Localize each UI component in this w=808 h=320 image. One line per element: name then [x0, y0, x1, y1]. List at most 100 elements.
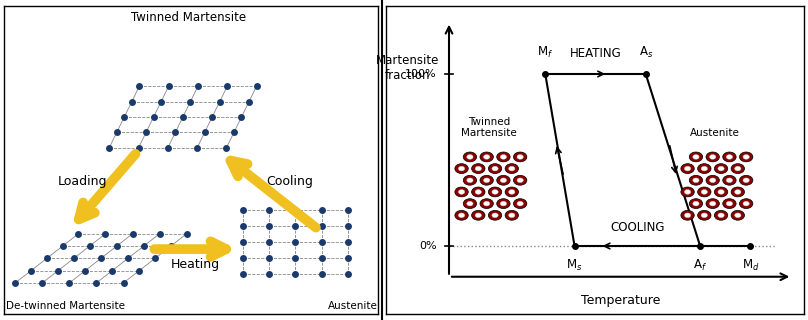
Circle shape: [689, 175, 703, 185]
Circle shape: [718, 213, 724, 218]
Circle shape: [681, 187, 694, 197]
Text: 0%: 0%: [419, 241, 436, 251]
Circle shape: [731, 210, 744, 220]
Circle shape: [697, 164, 711, 173]
Circle shape: [706, 199, 719, 209]
Circle shape: [483, 201, 490, 206]
Circle shape: [513, 152, 527, 162]
Circle shape: [739, 152, 753, 162]
Circle shape: [488, 210, 502, 220]
Circle shape: [706, 152, 719, 162]
Circle shape: [455, 164, 469, 173]
Circle shape: [743, 178, 749, 183]
Circle shape: [718, 166, 724, 171]
Circle shape: [497, 199, 510, 209]
Circle shape: [492, 190, 499, 194]
Circle shape: [513, 199, 527, 209]
Circle shape: [500, 155, 507, 159]
Circle shape: [701, 213, 708, 218]
Circle shape: [681, 164, 694, 173]
Circle shape: [480, 175, 494, 185]
Circle shape: [475, 213, 482, 218]
Circle shape: [734, 213, 741, 218]
Circle shape: [472, 210, 485, 220]
Circle shape: [722, 175, 736, 185]
Circle shape: [714, 187, 728, 197]
Circle shape: [718, 190, 724, 194]
Circle shape: [684, 190, 691, 194]
Circle shape: [488, 164, 502, 173]
Circle shape: [497, 152, 510, 162]
Circle shape: [684, 213, 691, 218]
Text: De-twinned Martensite: De-twinned Martensite: [6, 301, 125, 311]
Text: A$_s$: A$_s$: [638, 45, 653, 60]
Circle shape: [706, 175, 719, 185]
Circle shape: [517, 155, 524, 159]
Circle shape: [497, 175, 510, 185]
Text: COOLING: COOLING: [610, 221, 665, 234]
Circle shape: [472, 187, 485, 197]
Circle shape: [731, 187, 744, 197]
Circle shape: [505, 164, 519, 173]
Circle shape: [475, 166, 482, 171]
Circle shape: [463, 152, 477, 162]
Circle shape: [480, 152, 494, 162]
Circle shape: [726, 178, 733, 183]
Circle shape: [722, 199, 736, 209]
Circle shape: [492, 166, 499, 171]
Circle shape: [517, 201, 524, 206]
Circle shape: [692, 201, 699, 206]
Circle shape: [697, 210, 711, 220]
Circle shape: [692, 155, 699, 159]
Circle shape: [734, 166, 741, 171]
Circle shape: [684, 166, 691, 171]
Text: Martensite
fraction: Martensite fraction: [376, 54, 439, 82]
Text: Cooling: Cooling: [266, 175, 313, 188]
Text: M$_d$: M$_d$: [742, 258, 760, 273]
Text: Austenite: Austenite: [328, 301, 378, 311]
Circle shape: [689, 199, 703, 209]
Circle shape: [709, 178, 716, 183]
Circle shape: [492, 213, 499, 218]
Circle shape: [455, 187, 469, 197]
Circle shape: [483, 178, 490, 183]
Circle shape: [734, 190, 741, 194]
Circle shape: [714, 210, 728, 220]
Circle shape: [509, 190, 515, 194]
Circle shape: [709, 201, 716, 206]
Circle shape: [513, 175, 527, 185]
Text: Loading: Loading: [58, 175, 107, 188]
Circle shape: [463, 199, 477, 209]
Circle shape: [509, 213, 515, 218]
Circle shape: [692, 178, 699, 183]
Text: Twinned Martensite: Twinned Martensite: [131, 11, 246, 24]
Circle shape: [488, 187, 502, 197]
Text: A$_f$: A$_f$: [693, 258, 707, 273]
Circle shape: [743, 155, 749, 159]
Circle shape: [689, 152, 703, 162]
Circle shape: [472, 164, 485, 173]
Circle shape: [739, 175, 753, 185]
Circle shape: [739, 199, 753, 209]
Circle shape: [714, 164, 728, 173]
Circle shape: [500, 201, 507, 206]
Circle shape: [483, 155, 490, 159]
Circle shape: [709, 155, 716, 159]
Circle shape: [701, 190, 708, 194]
Circle shape: [467, 201, 473, 206]
Text: M$_s$: M$_s$: [566, 258, 583, 273]
Circle shape: [455, 210, 469, 220]
Text: HEATING: HEATING: [570, 47, 621, 60]
Circle shape: [458, 213, 465, 218]
Text: M$_f$: M$_f$: [537, 45, 553, 60]
Text: 100%: 100%: [405, 69, 436, 79]
Circle shape: [467, 155, 473, 159]
Circle shape: [463, 175, 477, 185]
Circle shape: [731, 164, 744, 173]
Text: Heating: Heating: [171, 258, 221, 271]
Circle shape: [517, 178, 524, 183]
Circle shape: [458, 190, 465, 194]
Circle shape: [743, 201, 749, 206]
Circle shape: [722, 152, 736, 162]
Circle shape: [697, 187, 711, 197]
